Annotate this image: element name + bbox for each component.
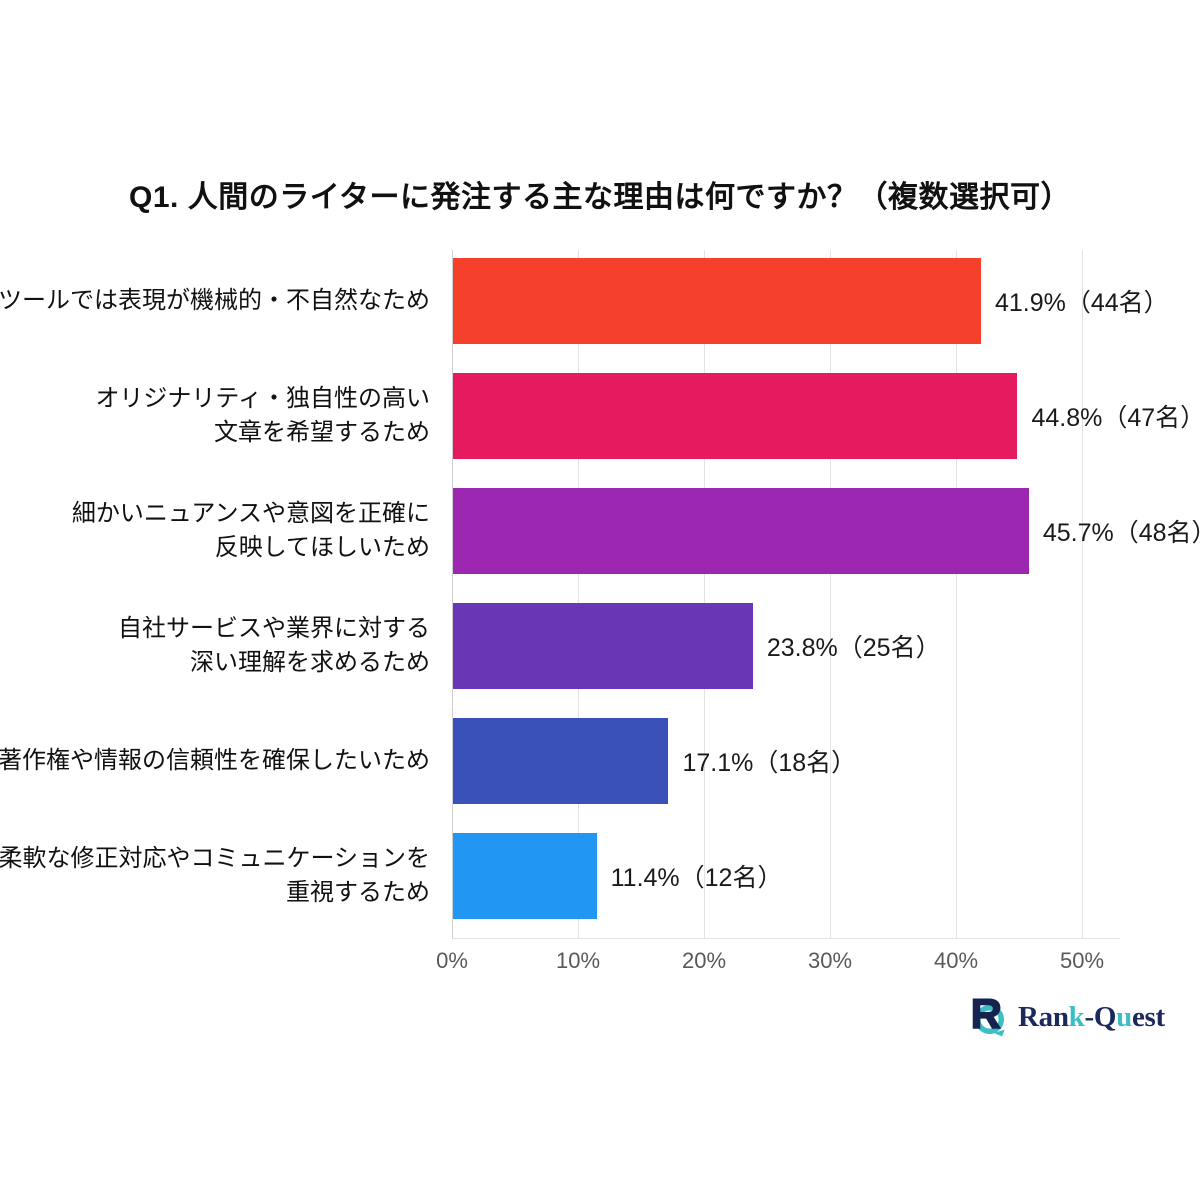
bar[interactable] — [453, 258, 981, 344]
logo-text-part: est — [1131, 1000, 1165, 1033]
bar[interactable] — [453, 718, 669, 804]
rank-quest-logo-text: Rank-Quest — [1018, 1001, 1165, 1034]
bar-row: 44.8%（47名） — [453, 373, 1200, 459]
gridline — [1082, 250, 1083, 938]
category-label: 自社サービスや業界に対する 深い理解を求めるため — [118, 615, 430, 676]
category-label: 柔軟な修正対応やコミュニケーションを 重視するため — [0, 845, 430, 906]
rank-quest-logo-icon — [972, 998, 1005, 1037]
y-axis-line — [452, 250, 453, 938]
x-tick-label: 10% — [555, 948, 601, 973]
gridline — [578, 250, 579, 938]
bar-value-label: 17.1%（18名） — [682, 749, 857, 777]
bar-value-label: 23.8%（25名） — [766, 634, 941, 662]
x-tick-label: 50% — [1059, 948, 1105, 973]
bar-row: 17.1%（18名） — [453, 718, 1083, 804]
bar-row: 41.9%（44名） — [453, 258, 1169, 344]
x-axis-line — [452, 938, 1120, 939]
x-tick-label: 40% — [933, 948, 979, 973]
bar[interactable] — [453, 373, 1018, 459]
bar-value-label: 11.4%（12名） — [610, 864, 783, 892]
gridline — [956, 250, 957, 938]
logo-text-part: u — [1116, 1000, 1132, 1033]
bar-value-label: 44.8%（47名） — [1031, 404, 1200, 432]
logo-text-part: k — [1068, 1000, 1085, 1033]
x-tick-label: 20% — [681, 948, 727, 973]
x-tick-label: 0% — [436, 948, 468, 973]
plot-area: 41.9%（44名） 44.8%（47名） 45.7%（48名） 23.8%（25名）… — [452, 250, 1200, 938]
chart-title: Q1. 人間のライターに発注する主な理由は何ですか？（複数選択可） — [129, 181, 1071, 214]
category-label: オリジナリティ・独自性の高い 文章を希望するため — [95, 385, 430, 446]
gridline — [830, 250, 831, 938]
logo-text-part: - — [1084, 1000, 1095, 1033]
category-label: 著作権や情報の信頼性を確保したいため — [0, 747, 430, 774]
category-label: AIツールでは表現が機械的・不自然なため — [0, 287, 430, 314]
logo-text-part: Q — [1093, 1000, 1117, 1033]
x-tick-label: 30% — [807, 948, 853, 973]
gridline — [704, 250, 705, 938]
bar[interactable] — [453, 488, 1029, 574]
bar-row: 23.8%（25名） — [453, 603, 1083, 689]
bar[interactable] — [453, 603, 753, 689]
bar-value-label: 41.9%（44名） — [994, 289, 1169, 317]
rank-quest-logo: Rank-Quest — [966, 996, 1165, 1038]
bar[interactable] — [453, 833, 597, 919]
bar-row: 45.7%（48名） — [453, 488, 1200, 574]
logo-text-part: Ran — [1018, 1000, 1069, 1033]
bar-row: 11.4%（12名） — [453, 833, 1083, 919]
bar-value-label: 45.7%（48名） — [1042, 519, 1200, 547]
category-label: 細かいニュアンスや意図を正確に 反映してほしいため — [71, 500, 430, 561]
